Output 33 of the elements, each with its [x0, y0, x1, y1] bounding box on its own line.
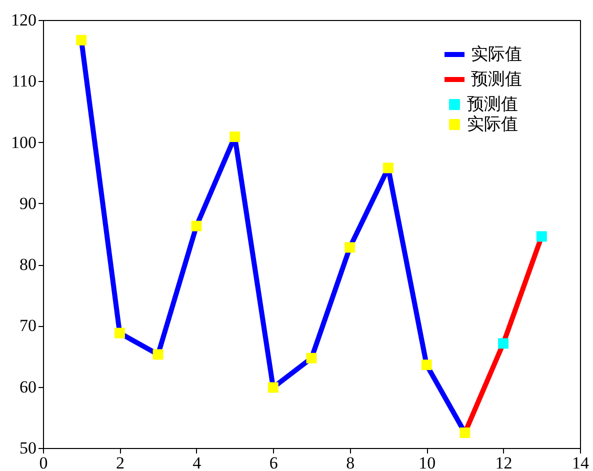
x-tick-label: 12: [495, 454, 512, 471]
point: [152, 349, 164, 360]
point: [382, 162, 394, 174]
x-tick-label: 10: [418, 454, 436, 471]
point: [268, 382, 278, 393]
point: [76, 34, 87, 46]
point: [114, 328, 125, 338]
point: [306, 352, 317, 364]
point: [191, 220, 202, 232]
y-tick-label: 70: [20, 316, 36, 336]
point: [421, 360, 432, 370]
legend-label: 预测值: [471, 70, 522, 88]
legend-label: 预测值: [467, 94, 518, 114]
y-tick-label: 120: [11, 10, 36, 30]
y-tick-label: 110: [12, 72, 36, 91]
y-tick-label: 90: [20, 194, 36, 213]
x-tick-label: 4: [192, 454, 202, 471]
y-tick-label: 50: [20, 438, 36, 458]
x-tick-label: 14: [572, 454, 590, 471]
point: [498, 338, 509, 349]
x-tick-label: 8: [346, 454, 355, 471]
x-tick-label: 0: [39, 454, 48, 471]
y-tick-label: 80: [20, 255, 36, 274]
point: [344, 242, 356, 253]
y-tick-label: 60: [20, 377, 36, 396]
x-tick-label: 6: [269, 454, 278, 471]
y-tick-label: 100: [11, 132, 36, 152]
point: [536, 231, 547, 242]
point: [460, 427, 470, 438]
x-tick-label: 2: [116, 454, 124, 471]
legend-label: 实际值: [471, 44, 522, 64]
point: [230, 132, 240, 142]
legend-label: 实际值: [467, 114, 518, 134]
